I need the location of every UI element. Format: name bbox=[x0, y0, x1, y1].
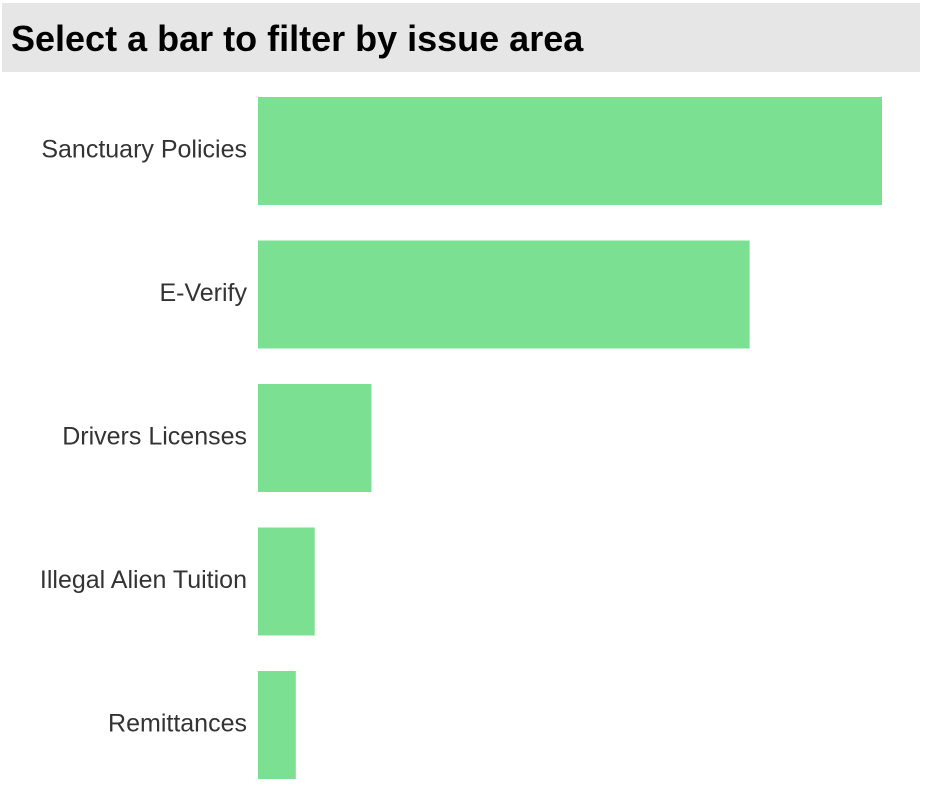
y-tick-label: Sanctuary Policies bbox=[41, 136, 247, 164]
bar[interactable] bbox=[258, 97, 882, 205]
chart-title: Select a bar to filter by issue area bbox=[2, 3, 920, 72]
y-tick-label: E-Verify bbox=[159, 279, 247, 307]
y-tick-label: Illegal Alien Tuition bbox=[40, 566, 247, 594]
bar[interactable] bbox=[258, 527, 315, 636]
bar[interactable] bbox=[258, 384, 372, 492]
y-tick-label: Remittances bbox=[108, 710, 247, 738]
bar[interactable] bbox=[258, 240, 750, 349]
bar[interactable] bbox=[258, 671, 296, 779]
y-tick-label: Drivers Licenses bbox=[62, 423, 247, 451]
